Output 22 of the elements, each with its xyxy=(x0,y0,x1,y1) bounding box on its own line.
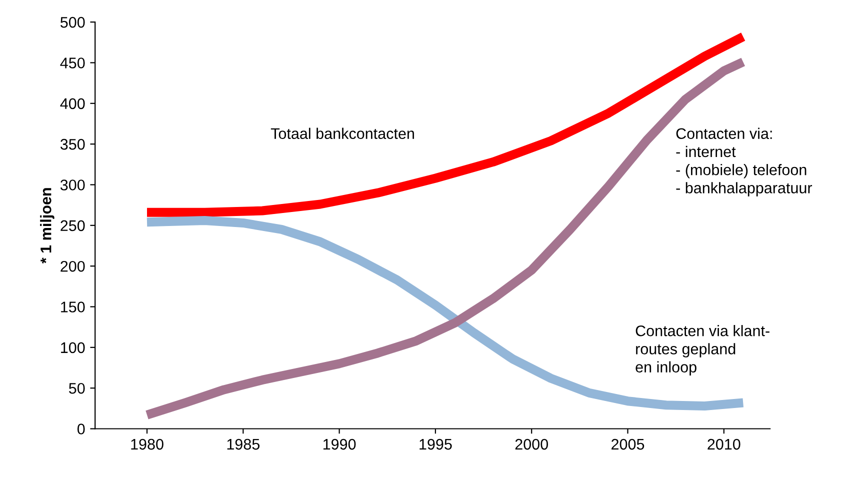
y-tick-label: 100 xyxy=(61,342,85,354)
y-tick-label: 0 xyxy=(77,424,85,434)
y-tick-label: 450 xyxy=(60,58,85,68)
y-tick-label: 250 xyxy=(60,220,85,232)
annotation: Contacten via: - internet - (mobiele) telefoon - bankhalapparatuur xyxy=(676,128,812,196)
x-tick-label: 2005 xyxy=(612,438,644,450)
y-axis-title: * 1 miljoen xyxy=(40,188,54,264)
y-tick-label: 50 xyxy=(68,382,85,394)
annotation: Totaal bankcontacten xyxy=(270,128,414,140)
x-tick-label: 1980 xyxy=(131,438,164,450)
annotation: Contacten via klant- routes gepland en inloop xyxy=(636,325,770,376)
y-tick-label: 400 xyxy=(60,98,85,110)
y-tick-label: 350 xyxy=(60,138,85,150)
y-tick-label: 500 xyxy=(60,16,85,28)
x-tick-label: 2000 xyxy=(515,438,548,450)
y-tick-label: 200 xyxy=(60,260,85,272)
x-tick-label: 1995 xyxy=(420,438,452,450)
y-tick-label: 300 xyxy=(60,180,85,190)
x-tick-label: 1990 xyxy=(323,438,356,450)
x-tick-label: 1985 xyxy=(227,438,260,450)
x-tick-label: 2010 xyxy=(708,438,740,450)
y-tick-label: 150 xyxy=(61,302,85,312)
